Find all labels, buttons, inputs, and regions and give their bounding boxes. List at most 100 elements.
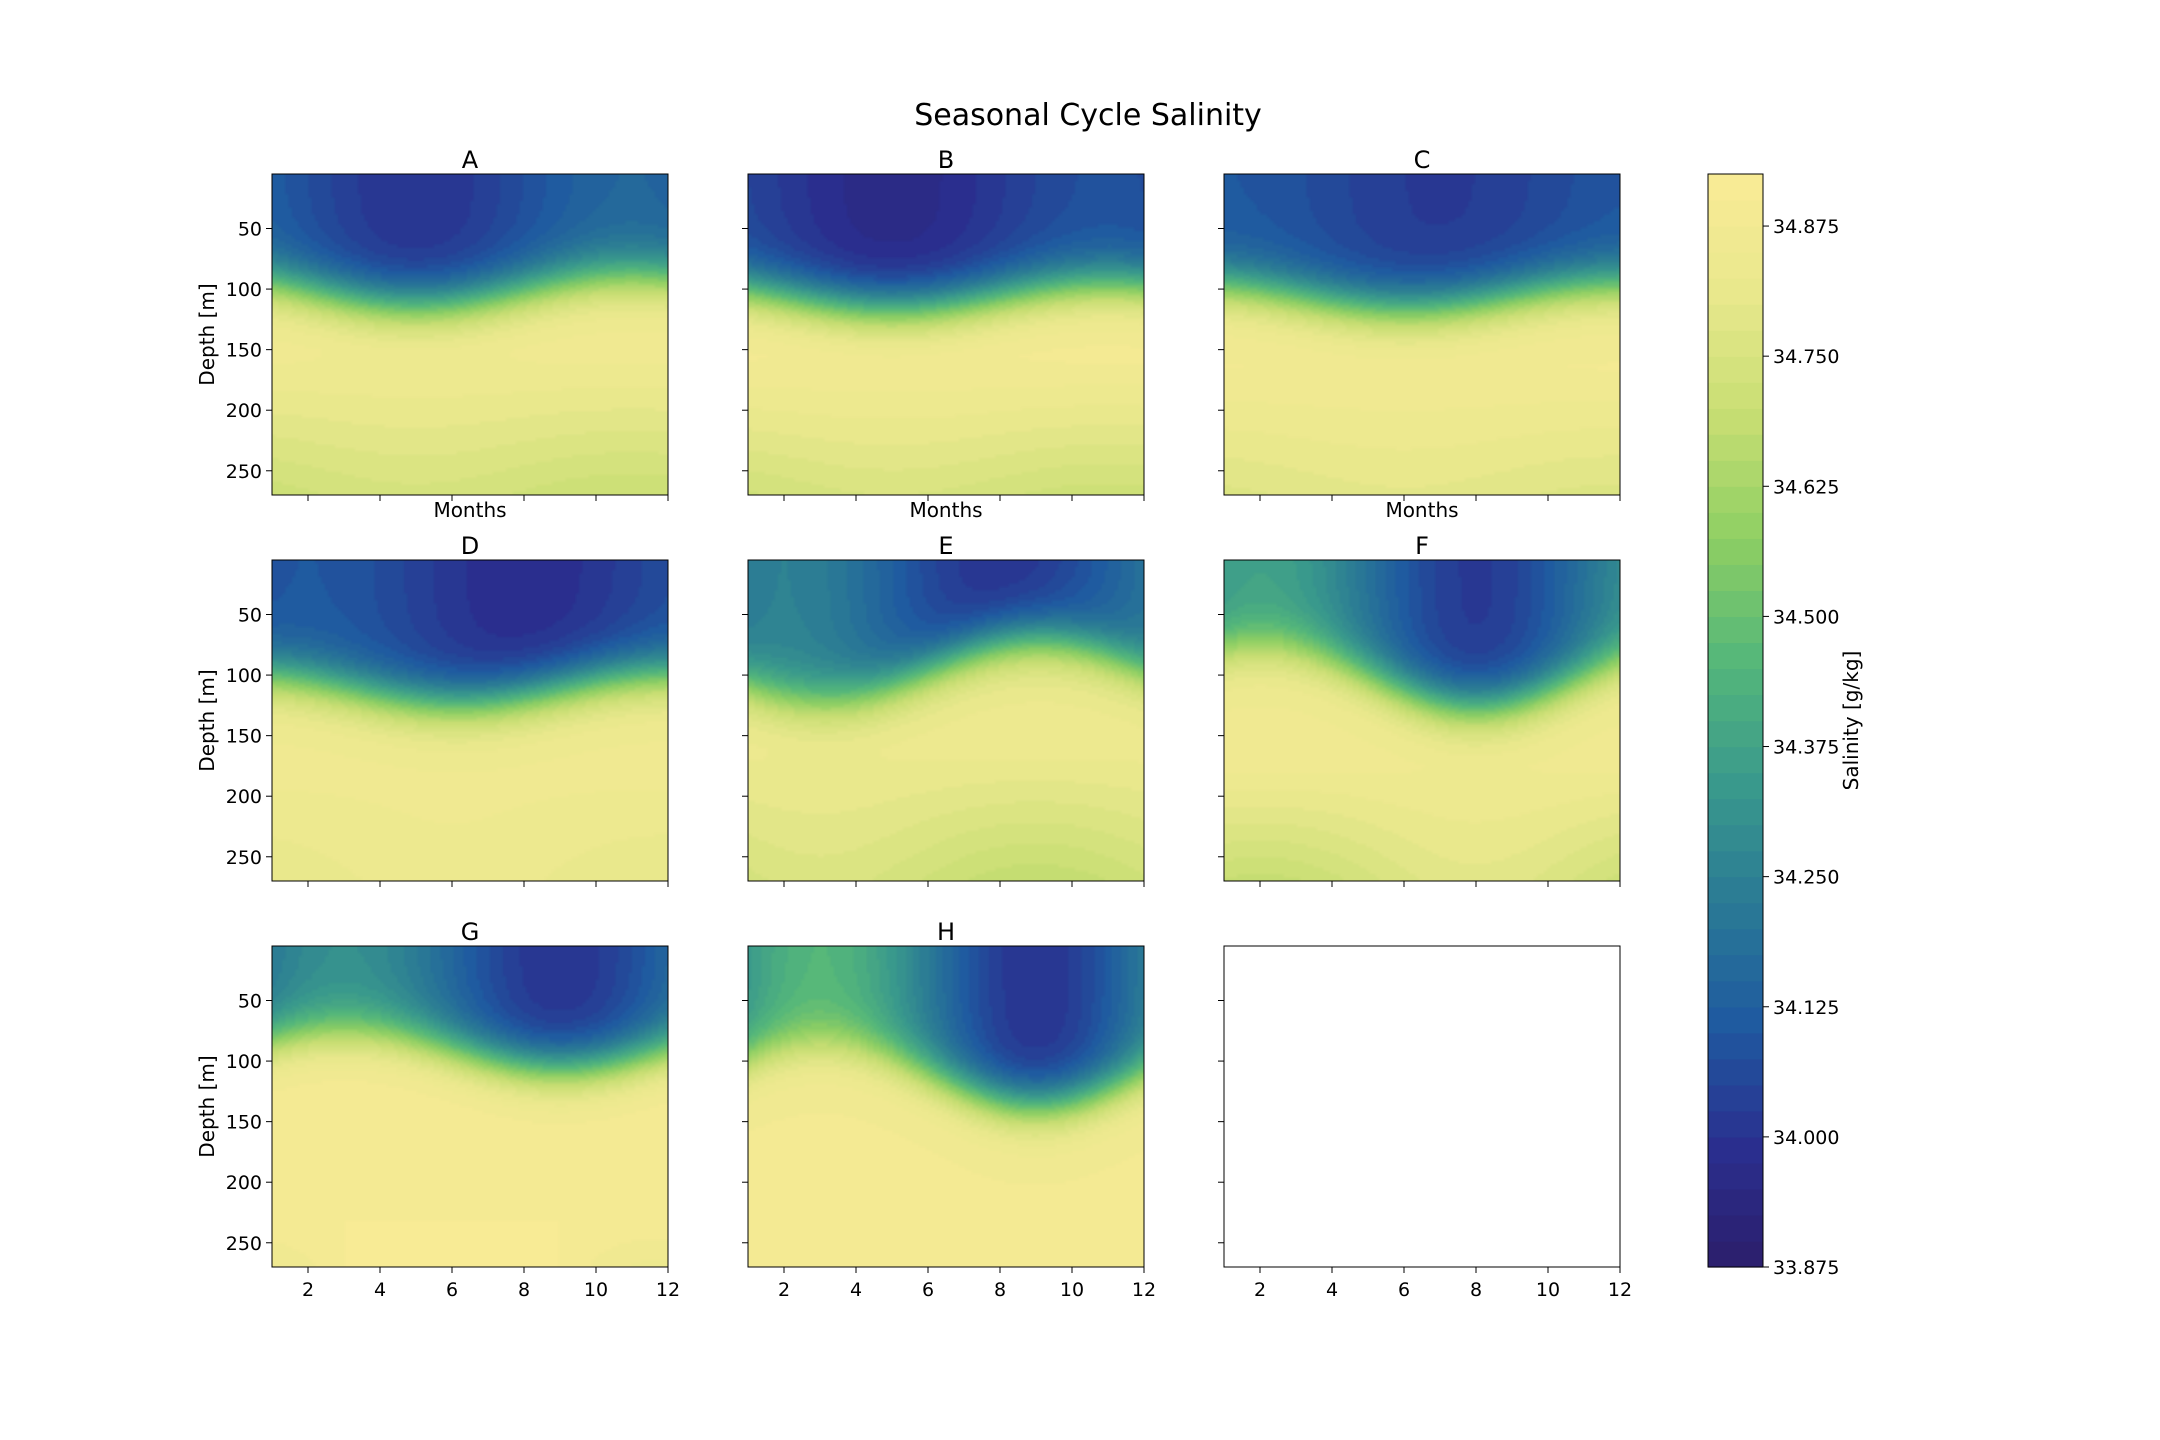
panel-h-contour-field bbox=[748, 946, 1144, 1267]
y-tick-label: 50 bbox=[238, 219, 262, 241]
colorbar-level bbox=[1708, 564, 1763, 591]
x-tick-label: 12 bbox=[1608, 1279, 1632, 1301]
y-tick-label: 100 bbox=[226, 665, 262, 687]
colorbar-level bbox=[1708, 330, 1763, 357]
colorbar-level bbox=[1708, 382, 1763, 409]
colorbar-level bbox=[1708, 1162, 1763, 1190]
colorbar-level bbox=[1708, 642, 1763, 670]
y-axis-label: Depth [m] bbox=[195, 283, 219, 385]
panel-h: H 2 4 6 8 10 12 bbox=[742, 918, 1156, 1301]
y-tick-label: 250 bbox=[226, 847, 262, 869]
colorbar-level bbox=[1708, 1136, 1763, 1164]
colorbar-level bbox=[1708, 772, 1763, 800]
x-tick-label: 4 bbox=[850, 1279, 862, 1301]
panel-f-contour-field bbox=[1224, 560, 1620, 881]
x-tick-label: 12 bbox=[656, 1279, 680, 1301]
y-tick-label: 100 bbox=[226, 1051, 262, 1073]
colorbar-level bbox=[1708, 720, 1763, 748]
colorbar-level bbox=[1708, 1084, 1763, 1112]
panel-a-contour-field bbox=[272, 174, 668, 495]
panel-frame bbox=[271, 945, 669, 1268]
panel-d: D 50 100 150 200 250 Depth [m] bbox=[195, 532, 669, 887]
panel-frame bbox=[1223, 559, 1621, 882]
colorbar-tick-label: 34.000 bbox=[1773, 1127, 1839, 1149]
colorbar-level bbox=[1708, 694, 1763, 722]
colorbar-level bbox=[1708, 590, 1763, 618]
panel-b: B Months bbox=[742, 146, 1145, 522]
colorbar-tick-label: 33.875 bbox=[1773, 1257, 1839, 1279]
panel-f: F bbox=[1218, 532, 1621, 887]
x-tick-label: 10 bbox=[1536, 1279, 1560, 1301]
y-axis-label: Depth [m] bbox=[195, 1055, 219, 1157]
x-tick-label: 6 bbox=[446, 1279, 458, 1301]
panel-title: G bbox=[461, 918, 480, 946]
colorbar-level bbox=[1708, 1240, 1763, 1268]
colorbar-label: Salinity [g/kg] bbox=[1839, 651, 1863, 791]
colorbar-level bbox=[1708, 538, 1763, 565]
colorbar-level bbox=[1708, 928, 1763, 956]
x-tick-label: 10 bbox=[584, 1279, 608, 1301]
panel-frame bbox=[271, 173, 669, 496]
panel-title: C bbox=[1414, 146, 1431, 174]
panel-grid: A 50 100 150 200 250 Months Depth [m] B Months C Mo… bbox=[195, 146, 1632, 1301]
x-tick-label: 6 bbox=[1398, 1279, 1410, 1301]
y-tick-label: 150 bbox=[226, 726, 262, 748]
x-tick-label: 6 bbox=[922, 1279, 934, 1301]
x-tick-label: 8 bbox=[518, 1279, 530, 1301]
colorbar-tick-label: 34.375 bbox=[1773, 737, 1839, 759]
colorbar-tick-label: 34.500 bbox=[1773, 606, 1839, 628]
panel-empty: 2 4 6 8 10 12 bbox=[1218, 945, 1632, 1301]
y-tick-label: 250 bbox=[226, 461, 262, 483]
y-tick-label: 200 bbox=[226, 1172, 262, 1194]
x-axis-label: Months bbox=[433, 498, 506, 522]
colorbar-level bbox=[1708, 824, 1763, 852]
panel-frame bbox=[747, 559, 1145, 882]
panel-frame bbox=[747, 945, 1145, 1268]
panel-title: B bbox=[938, 146, 954, 174]
panel-title: H bbox=[937, 918, 955, 946]
colorbar-level bbox=[1708, 434, 1763, 461]
colorbar: 33.875 34.000 34.125 34.250 34.375 34.500 34.6… bbox=[1707, 173, 1863, 1279]
colorbar-level bbox=[1708, 1006, 1763, 1034]
panel-title: A bbox=[462, 146, 479, 174]
colorbar-level bbox=[1708, 902, 1763, 930]
colorbar-level bbox=[1708, 356, 1763, 383]
colorbar-level bbox=[1708, 1188, 1763, 1216]
colorbar-level bbox=[1708, 252, 1763, 279]
colorbar-level bbox=[1708, 746, 1763, 774]
colorbar-tick-label: 34.625 bbox=[1773, 476, 1839, 498]
colorbar-level bbox=[1708, 486, 1763, 513]
panel-c-contour-field bbox=[1224, 174, 1620, 495]
panel-b-contour-field bbox=[748, 174, 1144, 495]
colorbar-level bbox=[1708, 1110, 1763, 1138]
y-tick-label: 150 bbox=[226, 1112, 262, 1134]
panel-title: D bbox=[461, 532, 479, 560]
x-tick-label: 4 bbox=[374, 1279, 386, 1301]
colorbar-frame bbox=[1707, 173, 1764, 1268]
colorbar-level bbox=[1708, 278, 1763, 305]
panel-frame bbox=[747, 173, 1145, 496]
panel-d-contour-field bbox=[272, 560, 668, 881]
colorbar-level bbox=[1708, 200, 1763, 227]
y-tick-label: 200 bbox=[226, 786, 262, 808]
colorbar-level bbox=[1708, 174, 1763, 201]
colorbar-level bbox=[1708, 1058, 1763, 1086]
x-tick-label: 4 bbox=[1326, 1279, 1338, 1301]
x-tick-label: 12 bbox=[1132, 1279, 1156, 1301]
colorbar-level bbox=[1708, 226, 1763, 253]
panel-g: G 2 4 6 8 10 12 50 100 150 200 250 Depth [m] bbox=[195, 918, 680, 1301]
x-axis-label: Months bbox=[1385, 498, 1458, 522]
panel-c: C Months bbox=[1218, 146, 1621, 522]
x-tick-label: 8 bbox=[1470, 1279, 1482, 1301]
colorbar-level bbox=[1708, 460, 1763, 487]
colorbar-level bbox=[1708, 1214, 1763, 1242]
y-tick-label: 250 bbox=[226, 1233, 262, 1255]
panel-e: E bbox=[742, 532, 1145, 887]
colorbar-level bbox=[1708, 980, 1763, 1008]
x-axis-label: Months bbox=[909, 498, 982, 522]
figure-title: Seasonal Cycle Salinity bbox=[914, 98, 1262, 133]
colorbar-level bbox=[1708, 668, 1763, 696]
y-tick-label: 100 bbox=[226, 279, 262, 301]
colorbar-tick-label: 34.875 bbox=[1773, 216, 1839, 238]
